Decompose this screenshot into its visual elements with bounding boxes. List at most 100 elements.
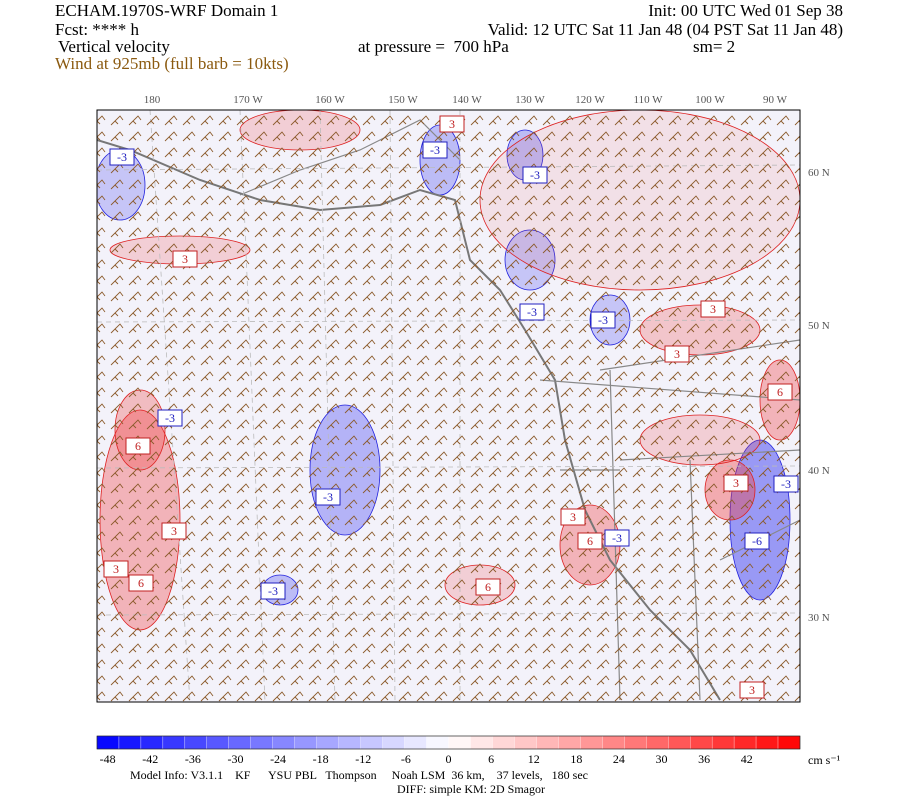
wind-note: Wind at 925mb (full barb = 10kts) bbox=[55, 54, 289, 73]
colorbar-label: -24 bbox=[270, 752, 286, 766]
contour-label: -3 bbox=[117, 150, 127, 164]
colorbar-box bbox=[558, 735, 581, 750]
contour-label: -3 bbox=[268, 584, 278, 598]
fcst: Fcst: **** h bbox=[55, 20, 140, 39]
colorbar-box bbox=[316, 735, 339, 750]
colorbar: -48 -42 -36 -30 -24 -18 -12 -6 0 6 12 18 24 30 36 42 bbox=[96, 735, 801, 766]
contour-label-box bbox=[157, 409, 183, 427]
contour-label: -3 bbox=[430, 143, 440, 157]
contour-label-box bbox=[439, 115, 465, 133]
contour-label: 3 bbox=[449, 117, 455, 131]
contour-label-box bbox=[315, 488, 341, 506]
colorbar-box bbox=[448, 735, 471, 750]
smoothing: sm= 2 bbox=[693, 37, 735, 56]
lat-label: 30 N bbox=[808, 612, 830, 624]
contour-label: -6 bbox=[752, 534, 762, 548]
colorbar-label: -18 bbox=[313, 752, 329, 766]
lon-label: 110 W bbox=[633, 94, 663, 106]
contour-label-box bbox=[125, 437, 151, 455]
colorbar-box bbox=[382, 735, 405, 750]
valid: Valid: 12 UTC Sat 11 Jan 48 (04 PST Sat … bbox=[488, 20, 843, 39]
colorbar-label: -12 bbox=[355, 752, 371, 766]
contour-label-box bbox=[577, 532, 603, 550]
colorbar-box bbox=[118, 735, 142, 750]
diff-info: DIFF: simple KM: 2D Smagor bbox=[397, 782, 545, 796]
colorbar-label: 6 bbox=[488, 752, 494, 766]
colorbar-label: 12 bbox=[528, 752, 540, 766]
colorbar-label: -42 bbox=[142, 752, 158, 766]
contour-label: 6 bbox=[135, 439, 141, 453]
contour-label: -3 bbox=[165, 411, 175, 425]
colorbar-frame bbox=[96, 735, 801, 750]
colorbar-box bbox=[250, 735, 273, 750]
lon-label: 170 W bbox=[233, 94, 263, 106]
contour-label-box bbox=[475, 578, 501, 596]
colorbar-box bbox=[360, 735, 383, 750]
title: ECHAM.1970S-WRF Domain 1 bbox=[55, 1, 278, 20]
contour-label: -3 bbox=[527, 305, 537, 319]
contour-label-box bbox=[519, 303, 545, 321]
contour-label: 3 bbox=[749, 683, 755, 697]
colorbar-box bbox=[777, 735, 801, 750]
colorbar-box bbox=[514, 735, 537, 750]
colorbar-box bbox=[624, 735, 647, 750]
contour-label-box bbox=[767, 383, 793, 401]
colorbar-label: 30 bbox=[656, 752, 668, 766]
contour-label-box bbox=[172, 250, 198, 268]
lon-label: 100 W bbox=[695, 94, 725, 106]
colorbar-box bbox=[580, 735, 603, 750]
lon-labels: 180 170 W 160 W 150 W 140 W 130 W 120 W 110 W 10… bbox=[144, 94, 788, 106]
contour-label: 3 bbox=[570, 510, 576, 524]
contour-label: 6 bbox=[485, 580, 491, 594]
contour-label: 6 bbox=[777, 385, 783, 399]
contour-label-box bbox=[103, 560, 129, 578]
map-frame bbox=[96, 109, 801, 703]
colorbar-box bbox=[536, 735, 559, 750]
contour-label-box bbox=[109, 148, 135, 166]
colorbar-label: 0 bbox=[446, 752, 452, 766]
colorbar-box bbox=[711, 735, 735, 750]
colorbar-box bbox=[646, 735, 669, 750]
contour-label-box bbox=[700, 300, 726, 318]
lon-label: 140 W bbox=[452, 94, 482, 106]
contour-label-box bbox=[128, 574, 154, 592]
contour-label-box bbox=[723, 474, 749, 492]
colorbar-label: 36 bbox=[698, 752, 710, 766]
lon-label: 160 W bbox=[315, 94, 345, 106]
colorbar-label: 42 bbox=[741, 752, 753, 766]
colorbar-box bbox=[668, 735, 691, 750]
contour-label: -3 bbox=[323, 490, 333, 504]
contour-label-box bbox=[522, 166, 548, 184]
contour-label-box bbox=[260, 582, 286, 600]
contour-label: 3 bbox=[182, 252, 188, 266]
lat-labels: 60 N 50 N 40 N 30 N bbox=[808, 167, 830, 624]
colorbar-label: -36 bbox=[185, 752, 201, 766]
lon-label: 130 W bbox=[515, 94, 545, 106]
colorbar-box bbox=[140, 735, 164, 750]
lon-label: 180 bbox=[144, 94, 161, 106]
colorbar-label: -48 bbox=[100, 752, 116, 766]
contour-label: -3 bbox=[530, 168, 540, 182]
contour-label-box bbox=[744, 532, 770, 550]
field: Vertical velocity bbox=[58, 37, 170, 56]
lat-label: 40 N bbox=[808, 465, 830, 477]
colorbar-label: -6 bbox=[401, 752, 411, 766]
colorbar-label: 18 bbox=[570, 752, 582, 766]
colorbar-box bbox=[294, 735, 317, 750]
contour-label-box bbox=[560, 508, 586, 526]
model-info: Model Info: V3.1.1 KF YSU PBL Thompson N… bbox=[130, 768, 588, 782]
colorbar-box bbox=[755, 735, 779, 750]
colorbar-box bbox=[690, 735, 713, 750]
lon-label: 120 W bbox=[575, 94, 605, 106]
contour-label-box bbox=[664, 345, 690, 363]
lat-label: 60 N bbox=[808, 167, 830, 179]
contour-label-box bbox=[739, 681, 765, 699]
lat-label: 50 N bbox=[808, 320, 830, 332]
colorbar-label: -30 bbox=[227, 752, 243, 766]
contour-label-box bbox=[422, 141, 448, 159]
contour-label-box bbox=[604, 529, 630, 547]
contour-label: 3 bbox=[113, 562, 119, 576]
colorbar-box bbox=[470, 735, 493, 750]
wind-barbs bbox=[97, 110, 800, 702]
